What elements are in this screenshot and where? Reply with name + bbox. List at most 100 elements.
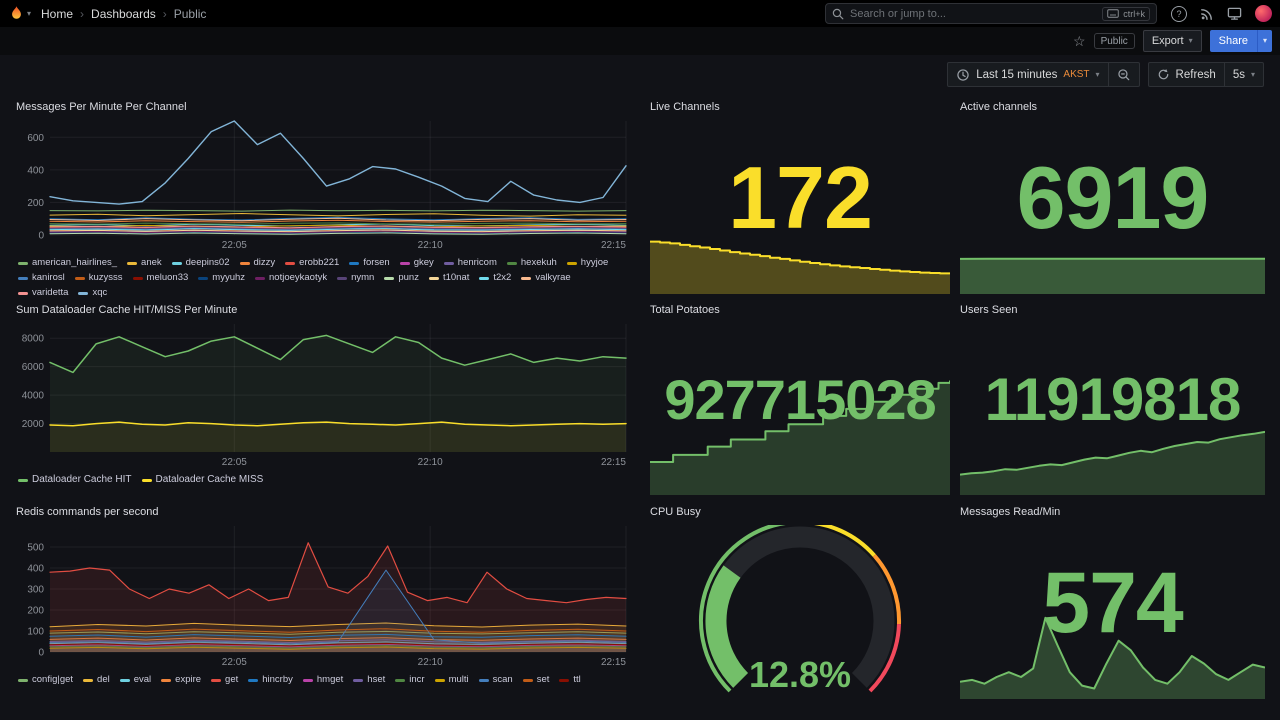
zoom-out-button[interactable] — [1107, 62, 1140, 87]
panel-title[interactable]: Users Seen — [960, 304, 1018, 316]
legend-item[interactable]: meluon33 — [132, 272, 188, 284]
legend-item[interactable]: notjoeykaotyk — [255, 272, 327, 284]
legend-item[interactable]: hset — [353, 674, 385, 686]
legend-item[interactable]: gkey — [399, 257, 434, 269]
refresh-button[interactable]: Refresh — [1147, 62, 1225, 87]
share-button[interactable]: Share — [1209, 30, 1257, 52]
panel-title[interactable]: CPU Busy — [650, 506, 701, 518]
monitor-icon[interactable] — [1227, 6, 1242, 21]
legend-item[interactable]: hexekuh — [506, 257, 557, 269]
svg-text:500: 500 — [27, 543, 44, 554]
legend-item[interactable]: deepins02 — [171, 257, 230, 269]
legend-label: eval — [133, 674, 152, 685]
legend-item[interactable]: myyuhz — [198, 272, 245, 284]
gauge-chart: 12.8% — [650, 525, 950, 701]
help-icon[interactable]: ? — [1171, 5, 1187, 22]
panel-title[interactable]: Messages Per Minute Per Channel — [16, 101, 187, 113]
legend-item[interactable]: erobb221 — [285, 257, 339, 269]
chevron-down-icon: ▾ — [1188, 36, 1193, 45]
sparkline — [650, 238, 951, 294]
legend-item[interactable]: expire — [161, 674, 201, 686]
legend-marker — [83, 678, 94, 682]
legend-marker — [285, 261, 296, 265]
public-badge: Public — [1093, 33, 1135, 49]
legend-label: ttl — [573, 674, 581, 685]
sparkline — [650, 377, 951, 495]
legend-item[interactable]: del — [83, 674, 110, 686]
breadcrumb-public[interactable]: Public — [173, 6, 207, 21]
legend-item[interactable]: kanirosl — [18, 272, 65, 284]
breadcrumb-dashboards[interactable]: Dashboards — [91, 6, 156, 21]
legend-item[interactable]: xqc — [78, 287, 107, 299]
svg-text:200: 200 — [27, 606, 44, 617]
legend-item[interactable]: eval — [119, 674, 152, 686]
search-input[interactable]: Search or jump to... ctrl+k — [825, 3, 1157, 24]
grafana-logo-button[interactable]: ▾ — [8, 5, 31, 22]
refresh-interval-dropdown[interactable]: 5s ▾ — [1223, 62, 1264, 87]
sparkline — [959, 238, 1265, 294]
legend-item[interactable]: anek — [127, 257, 162, 269]
legend-marker — [443, 261, 454, 265]
timezone-label: AKST — [1063, 69, 1090, 80]
legend-item[interactable]: kuzysss — [74, 272, 123, 284]
time-series-chart[interactable]: 8000 6000 4000 2000 22:05 22:10 22:15 — [16, 320, 630, 468]
panel-live-channels: Live Channels 172 — [650, 100, 951, 296]
panel-title[interactable]: Total Potatoes — [650, 304, 720, 316]
legend-marker — [198, 276, 209, 280]
legend-item[interactable]: punz — [384, 272, 419, 284]
legend-item[interactable]: scan — [478, 674, 513, 686]
legend-item[interactable]: config|get — [18, 674, 73, 686]
legend-item[interactable]: ttl — [559, 674, 581, 686]
star-icon[interactable]: ☆ — [1073, 32, 1086, 49]
time-series-chart[interactable]: 500 400 300 200 100 0 22:05 22:10 22:15 — [16, 522, 630, 668]
legend-item[interactable]: hincrby — [248, 674, 293, 686]
legend-item[interactable]: henricom — [443, 257, 497, 269]
legend-label: myyuhz — [212, 272, 246, 283]
panel-messages-per-minute: Messages Per Minute Per Channel 600 400 20… — [16, 100, 630, 299]
legend-item[interactable]: valkyrae — [521, 272, 571, 284]
rss-icon[interactable] — [1200, 7, 1214, 21]
panel-title[interactable]: Messages Read/Min — [960, 506, 1061, 518]
user-avatar[interactable] — [1255, 5, 1272, 22]
legend-item[interactable]: Dataloader Cache MISS — [141, 474, 263, 486]
breadcrumb-separator: › — [162, 6, 167, 21]
legend-item[interactable]: american_hairlines_ — [18, 257, 117, 269]
legend-item[interactable]: forsen — [349, 257, 390, 269]
legend-item[interactable]: hmget — [302, 674, 343, 686]
legend-marker — [559, 678, 570, 682]
legend-item[interactable]: Dataloader Cache HIT — [18, 474, 132, 486]
export-button[interactable]: Export ▾ — [1142, 30, 1202, 52]
legend-item[interactable]: get — [211, 674, 238, 686]
legend-item[interactable]: incr — [395, 674, 425, 686]
legend-item[interactable]: dizzy — [239, 257, 276, 269]
legend-label: hexekuh — [520, 257, 557, 268]
panel-title[interactable]: Sum Dataloader Cache HIT/MISS Per Minute — [16, 304, 238, 316]
share-button-group: Share ▾ — [1209, 30, 1272, 52]
legend-item[interactable]: set — [522, 674, 549, 686]
panel-title[interactable]: Live Channels — [650, 101, 720, 113]
legend-label: expire — [175, 674, 202, 685]
top-nav: ▾ Home › Dashboards › Public Search or j… — [0, 0, 1280, 27]
legend-item[interactable]: multi — [434, 674, 469, 686]
legend-label: dizzy — [253, 257, 276, 268]
legend-label: forsen — [363, 257, 390, 268]
panel-title[interactable]: Active channels — [960, 101, 1038, 113]
time-range-picker[interactable]: Last 15 minutes AKST ▾ — [947, 62, 1109, 87]
breadcrumb-home[interactable]: Home — [41, 6, 74, 21]
search-placeholder: Search or jump to... — [850, 7, 946, 20]
legend-label: anek — [141, 257, 162, 268]
legend-label: del — [97, 674, 110, 685]
legend-item[interactable]: t10nat — [428, 272, 469, 284]
legend-marker — [18, 478, 28, 482]
legend-item[interactable]: hyyjoe — [566, 257, 608, 269]
share-dropdown-button[interactable]: ▾ — [1256, 30, 1272, 52]
legend-item[interactable]: varidetta — [18, 287, 68, 299]
time-series-chart[interactable]: 600 400 200 0 22:05 22:10 22:15 — [16, 117, 630, 251]
legend-label: notjoeykaotyk — [269, 272, 328, 283]
legend-item[interactable]: nymn — [337, 272, 374, 284]
legend: config|get del eval expire get hincrby — [16, 674, 630, 686]
svg-text:600: 600 — [27, 133, 44, 144]
legend-item[interactable]: t2x2 — [479, 272, 511, 284]
legend-marker — [78, 291, 89, 295]
panel-title[interactable]: Redis commands per second — [16, 506, 159, 518]
